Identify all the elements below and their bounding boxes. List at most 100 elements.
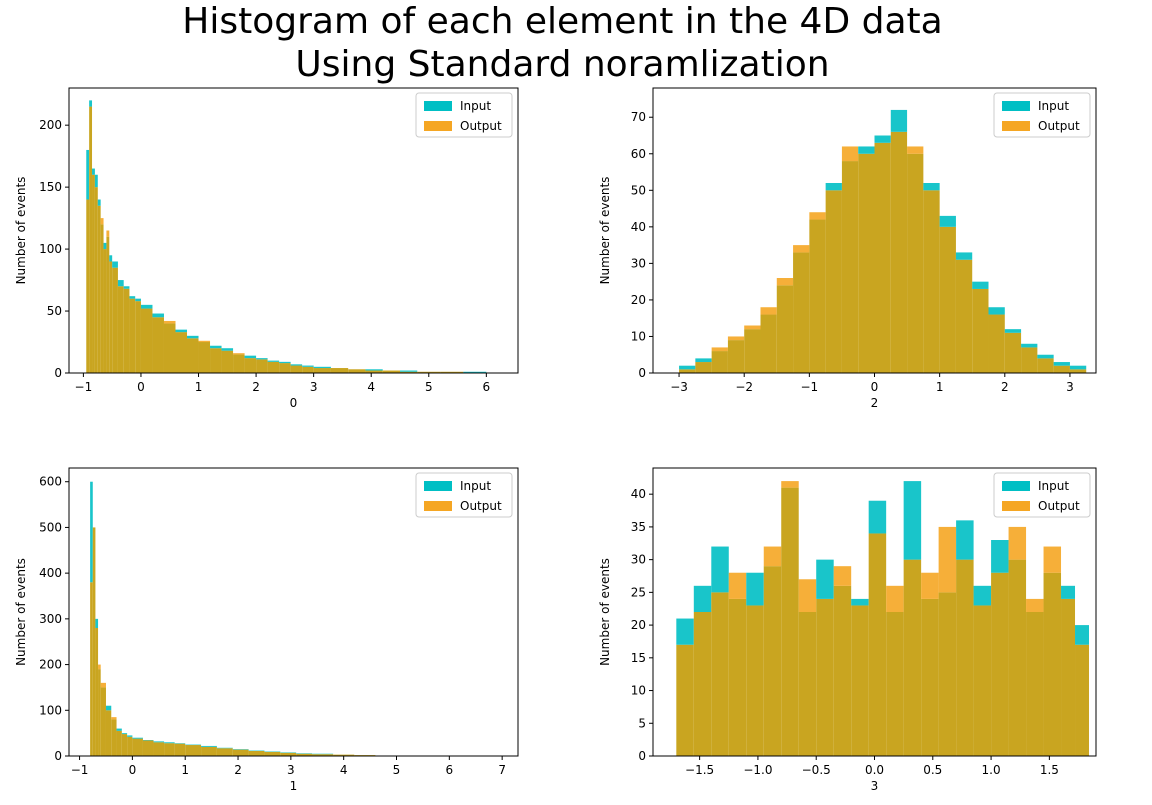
y-tick-label: 0 [638,749,646,763]
bar-input-0-23 [244,355,257,359]
bar-overlap-3-12 [886,612,904,756]
x-tick-label: −1 [801,380,819,394]
histogram-panel-3: −1.5 −1.0 −0.5 0.0 0.5 1.0 1.5 0 5 10 15 20 25 30 35 40… [598,467,1097,793]
bar-overlap-1-23 [1053,365,1070,373]
bar-overlap-1-16 [939,226,956,373]
bar-overlap-0-1 [89,106,93,373]
bar-input-1-15 [923,183,940,191]
bar-input-0-13 [135,298,141,302]
figure-title-line-2: Using Standard noramlization [295,44,830,85]
y-tick-label: 0 [54,366,62,380]
bar-output-0-5 [100,218,104,225]
bar-overlap-0-34 [399,371,418,373]
bar-overlap-0-21 [221,350,234,373]
bar-output-1-14 [907,146,924,154]
bar-input-1-12 [874,135,891,143]
legend-swatch-input [1002,101,1030,111]
bar-overlap-1-20 [1004,332,1022,373]
y-tick-label: 30 [631,256,646,270]
bar-input-0-1 [89,100,93,107]
bar-overlap-2-2 [95,628,99,756]
bar-overlap-3-10 [851,605,869,756]
bar-input-1-22 [1037,354,1054,359]
x-axis-label: 0 [290,396,298,410]
bar-output-3-3 [728,572,747,599]
bar-output-3-12 [886,585,904,612]
bar-input-0-17 [175,329,188,333]
bar-overlap-2-6 [111,719,117,756]
bar-input-0-25 [267,360,280,362]
bar-overlap-1-4 [744,329,761,373]
bar-overlap-3-13 [903,559,922,756]
bar-input-1-13 [890,109,908,132]
bar-input-2-9 [127,735,133,737]
y-tick-label: 20 [631,618,646,632]
bar-input-3-0 [676,618,694,645]
bar-overlap-2-12 [153,742,165,756]
bar-output-1-2 [711,347,728,352]
bar-overlap-1-11 [858,153,875,373]
x-tick-label: −1.0 [743,763,772,777]
bar-input-0-4 [97,199,101,206]
y-tick-label: 200 [39,658,62,672]
bar-overlap-0-3 [94,187,98,373]
bar-output-0-16 [163,320,176,324]
bar-overlap-1-17 [955,259,973,373]
bar-input-0-15 [152,313,164,318]
bar-output-3-9 [833,566,852,586]
bar-overlap-2-3 [98,669,101,756]
bar-overlap-3-9 [833,585,852,756]
x-tick-label: −1 [75,380,93,394]
bar-overlap-3-6 [781,487,799,756]
bar-overlap-3-23 [1075,644,1090,756]
bar-input-3-17 [973,585,992,606]
bar-input-1-16 [939,215,956,227]
x-tick-label: 0 [137,380,145,394]
bar-input-2-2 [95,618,99,628]
bar-overlap-0-11 [123,288,130,373]
legend-label-input: Input [1038,479,1069,493]
y-tick-label: 15 [631,651,646,665]
bar-input-0-9 [112,261,118,268]
x-tick-label: 5 [425,380,433,394]
bar-input-0-34 [399,370,418,372]
x-axis-label: 2 [871,396,879,410]
bar-overlap-2-22 [296,753,312,756]
bar-overlap-1-10 [841,161,859,373]
bar-overlap-3-15 [938,592,957,756]
bar-input-1-19 [988,307,1005,315]
bar-overlap-3-3 [728,598,747,756]
y-tick-label: 50 [631,183,646,197]
y-axis-label: Number of events [14,558,28,666]
bar-overlap-1-24 [1069,369,1087,373]
x-tick-label: 1.5 [1040,763,1059,777]
x-tick-label: 4 [367,380,375,394]
y-tick-label: 20 [631,293,646,307]
bar-overlap-2-5 [105,710,112,756]
bar-input-1-21 [1021,343,1038,348]
bar-input-3-16 [956,520,974,560]
bar-input-3-11 [868,500,887,534]
bar-overlap-3-1 [693,612,712,756]
figure-title-line-1: Histogram of each element in the 4D data [182,1,943,42]
bar-input-2-5 [105,705,112,711]
legend-label-input: Input [1038,99,1069,113]
x-tick-label: 2 [234,763,242,777]
bar-input-1-18 [972,281,989,289]
bar-overlap-0-24 [256,359,268,373]
bar-input-0-26 [279,361,291,364]
x-tick-label: −2 [735,380,753,394]
bar-overlap-1-19 [988,314,1005,373]
legend-label-output: Output [1038,119,1080,133]
bar-input-3-1 [693,585,712,612]
bar-overlap-1-13 [890,131,908,373]
y-tick-label: 30 [631,553,646,567]
bar-overlap-1-8 [809,219,826,373]
bar-output-1-8 [809,212,826,220]
bar-input-3-13 [903,481,922,560]
x-tick-label: 1 [195,380,203,394]
bar-overlap-3-0 [676,644,694,756]
y-tick-label: 25 [631,585,646,599]
bar-overlap-2-23 [311,754,334,756]
bar-overlap-3-17 [973,605,992,756]
